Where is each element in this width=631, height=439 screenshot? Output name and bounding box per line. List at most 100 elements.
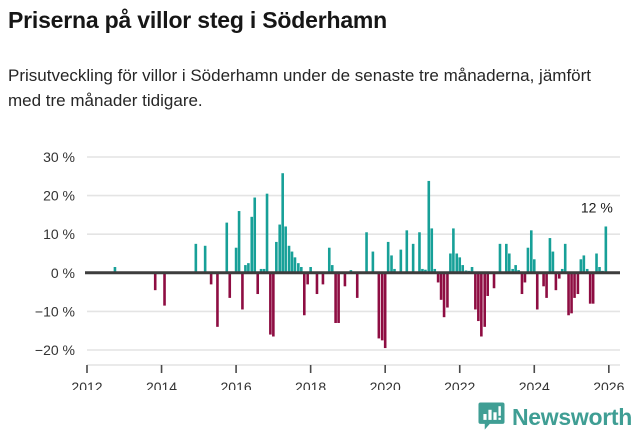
chart-bar [439, 272, 443, 300]
chart-bar [411, 243, 415, 273]
x-axis-tick-label: 2026 [593, 379, 624, 390]
chart-bar [585, 268, 589, 273]
chart-bar [343, 272, 347, 287]
chart-bar [355, 272, 359, 298]
chart-bar [216, 272, 219, 327]
chart-bar [452, 228, 455, 273]
chart-bar [290, 251, 294, 273]
x-axis-tick-label: 2014 [146, 379, 177, 390]
x-axis-tick-label: 2022 [444, 379, 475, 390]
chart-bar [492, 272, 496, 289]
chart-bar [337, 272, 340, 323]
chart-bar [380, 272, 384, 341]
x-axis-tick-label: 2012 [71, 379, 102, 390]
y-axis-tick-label: 10 % [43, 226, 75, 242]
chart-bar [436, 272, 440, 283]
y-axis-tick-label: 30 % [43, 149, 75, 165]
y-axis-tick-label: 0 % [51, 265, 75, 281]
x-axis-tick-label: 2018 [295, 379, 326, 390]
chart-bar [421, 268, 424, 273]
chart-bar [241, 272, 244, 310]
chart-bar [390, 255, 393, 273]
chart-bar [287, 245, 291, 273]
chart-bar [321, 272, 325, 285]
chart-bar [365, 232, 368, 273]
chart-bar [272, 272, 275, 337]
chart-bar [474, 272, 477, 310]
chart-bar [505, 243, 508, 273]
chart-bar [113, 267, 117, 273]
chart-bar [163, 272, 166, 306]
chart-bar [203, 245, 207, 273]
chart-bar [253, 197, 257, 273]
y-axis-tick-label: 20 % [43, 188, 75, 204]
chart-bar [225, 222, 229, 273]
chart-bar [582, 255, 586, 273]
chart-bar [486, 272, 489, 296]
chart-bar [237, 211, 241, 273]
chart-bar [377, 272, 381, 339]
chart-bar [557, 272, 561, 279]
chart-bar [477, 272, 480, 322]
chart-bar [430, 228, 434, 273]
chart-bar [442, 272, 446, 318]
chart-bar [545, 272, 548, 298]
x-axis-tick-label: 2020 [370, 379, 401, 390]
chart-bar [247, 263, 250, 273]
chart-bar [458, 257, 462, 273]
chart-bar [576, 272, 580, 295]
chart-bar [535, 272, 539, 310]
chart-bar [483, 272, 486, 327]
chart-bar [228, 272, 232, 298]
chart-bar [330, 265, 334, 273]
chart-bar [567, 272, 570, 316]
logo-wordmark: Newsworthy [512, 404, 631, 430]
chart-plot-area: 30 % 20 % 10 % 0 % −10 % −20 % 2012 2014 2016 201… [0, 140, 631, 390]
chart-bar [153, 272, 157, 291]
newsworthy-logo: Newsworthy [478, 402, 631, 432]
chart-bar [306, 272, 309, 285]
chart-bar [275, 241, 278, 273]
chart-bar [300, 267, 303, 273]
chart-annotation-label: 12 % [581, 199, 613, 215]
chart-bar [334, 272, 337, 323]
chart-bar [399, 249, 403, 273]
chart-subtitle: Prisutveckling för villor i Söderhamn un… [8, 66, 592, 110]
chart-bar [548, 238, 552, 273]
chart-bar [591, 272, 595, 304]
x-axis-tick-label: 2016 [221, 379, 252, 390]
chart-bar [551, 251, 555, 273]
chart-bar [449, 253, 452, 273]
chart-bar [303, 272, 306, 316]
chart-bar [327, 247, 331, 273]
chart-bar [511, 268, 514, 273]
chart-bar [209, 272, 213, 285]
y-axis-tick-label: −10 % [35, 303, 75, 319]
chart-bar [194, 243, 198, 273]
chart-bar [563, 243, 567, 273]
chart-bar [284, 226, 287, 273]
chart-bar [265, 193, 269, 273]
chart-bar [560, 268, 564, 273]
chart-bar [433, 268, 437, 273]
chart-bar [455, 253, 459, 273]
chart-bar [523, 272, 527, 283]
chart-bar [595, 253, 598, 273]
chart-bar [424, 269, 427, 273]
chart-bar [262, 268, 266, 273]
chart-bar [405, 230, 409, 273]
chart-bar [278, 224, 281, 273]
chart-bar [427, 180, 431, 273]
chart-bar [588, 272, 592, 304]
chart-bar [281, 173, 284, 273]
chart-bar [393, 268, 396, 273]
chart-bar [526, 247, 530, 273]
bar-chart-speech-bubble-icon [478, 402, 505, 430]
chart-bar [383, 272, 387, 349]
chart-bar [461, 265, 465, 273]
chart-bar [554, 272, 558, 291]
chart-bar [508, 253, 511, 273]
chart-bar [529, 230, 533, 273]
chart-bar [520, 272, 524, 295]
